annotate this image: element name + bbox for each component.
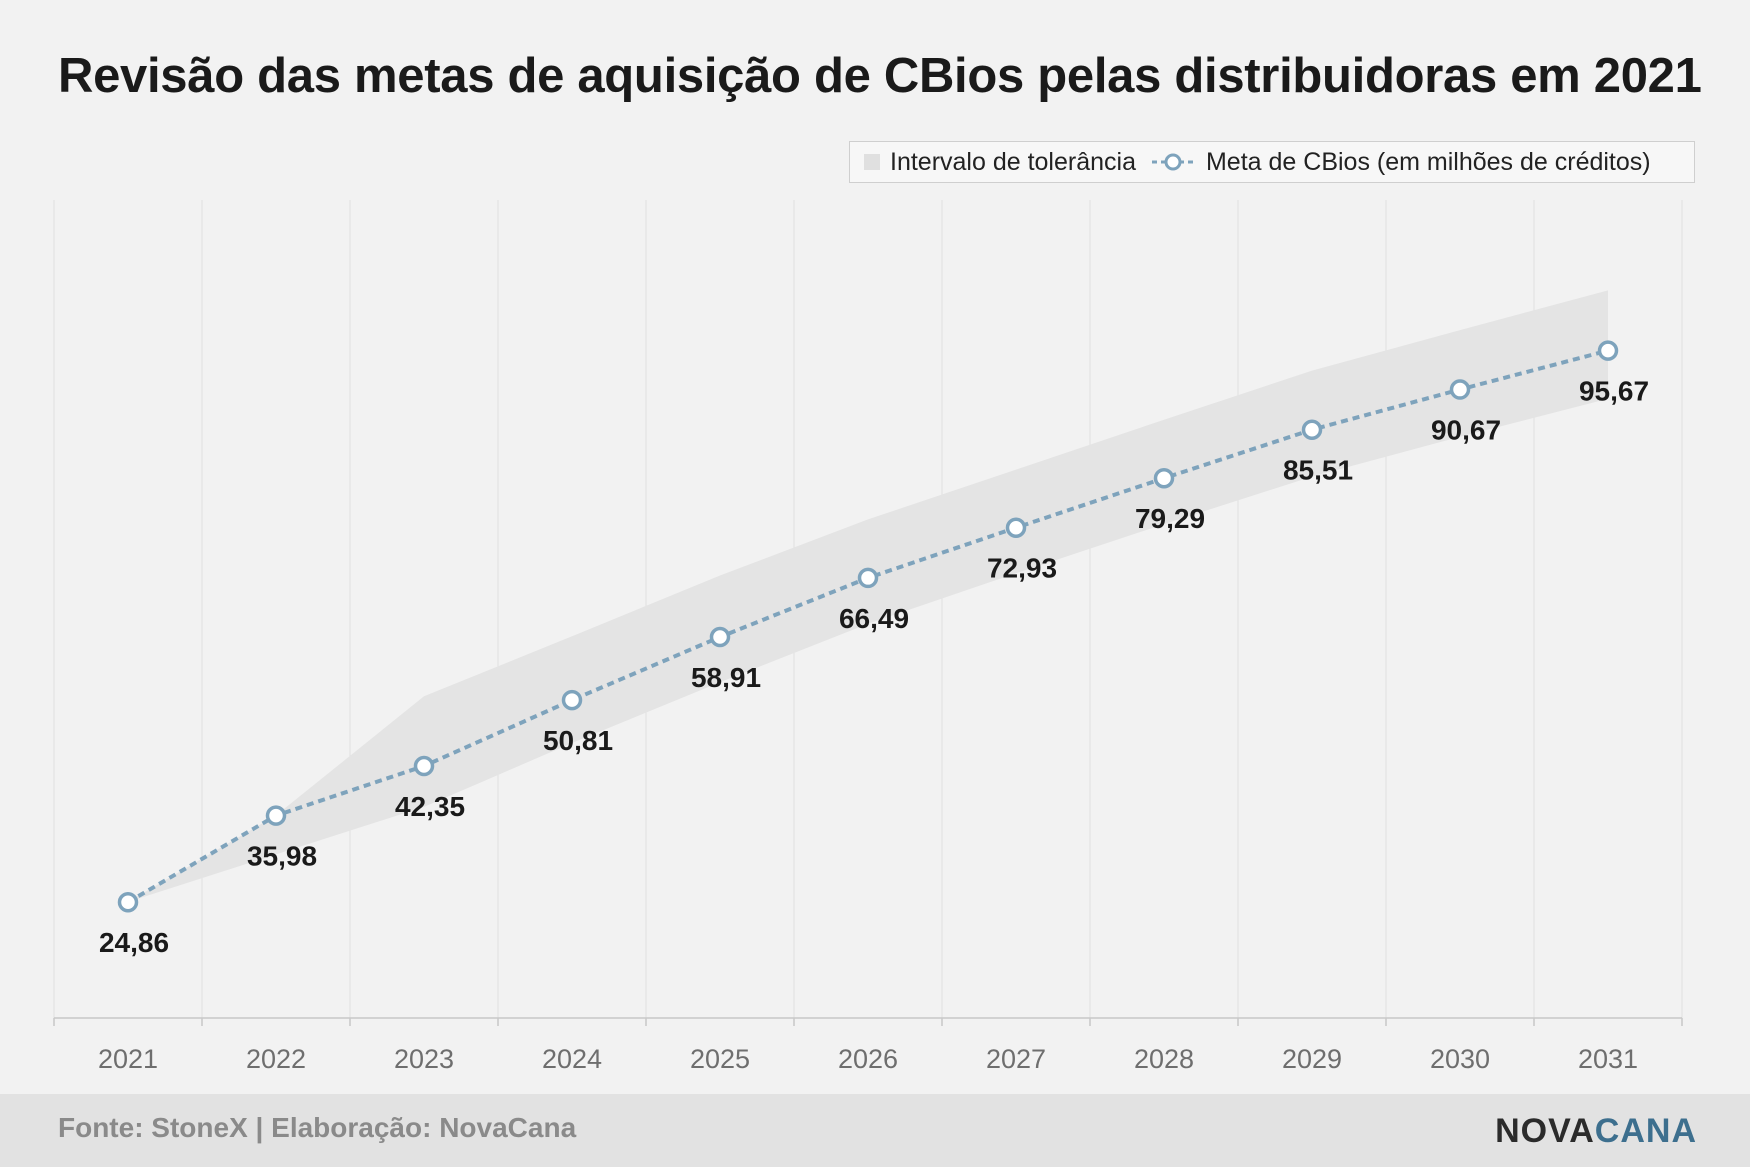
footer: Fonte: StoneX | Elaboração: NovaCana NOV… bbox=[0, 1094, 1750, 1167]
data-label: 24,86 bbox=[99, 927, 169, 958]
x-tick-label: 2023 bbox=[394, 1044, 454, 1074]
x-tick-label: 2030 bbox=[1430, 1044, 1490, 1074]
data-point bbox=[265, 805, 287, 826]
data-label: 90,67 bbox=[1431, 415, 1501, 446]
x-tick-label: 2028 bbox=[1134, 1044, 1194, 1074]
data-point bbox=[1597, 340, 1619, 361]
data-point bbox=[1449, 379, 1471, 400]
brand-part2: CANA bbox=[1594, 1112, 1697, 1150]
data-label: 79,29 bbox=[1135, 503, 1205, 534]
x-tick-label: 2026 bbox=[838, 1044, 898, 1074]
data-point bbox=[1153, 467, 1175, 489]
x-tick-label: 2021 bbox=[98, 1044, 158, 1074]
data-point bbox=[561, 689, 583, 711]
legend-line-label: Meta de CBios (em milhões de créditos) bbox=[1205, 147, 1651, 176]
x-tick-label: 2022 bbox=[246, 1044, 306, 1074]
data-label: 66,49 bbox=[839, 603, 909, 634]
source-note: Fonte: StoneX | Elaboração: NovaCana bbox=[58, 1112, 577, 1143]
data-label: 42,35 bbox=[395, 791, 465, 822]
line-chart: 2021 2022 2023 2024 2025 2026 2027 2028 2029 2030… bbox=[53, 200, 1683, 1074]
x-tick-label: 2027 bbox=[986, 1044, 1046, 1074]
data-label: 85,51 bbox=[1283, 455, 1353, 486]
series-layer bbox=[117, 340, 1619, 913]
data-labels: 24,86 35,98 42,35 50,81 58,91 66,49 72,93 79,29… bbox=[99, 376, 1649, 959]
x-axis: 2021 2022 2023 2024 2025 2026 2027 2028 2029 2030… bbox=[53, 1017, 1683, 1074]
legend: Intervalo de tolerância Meta de CBios (e… bbox=[849, 141, 1695, 183]
x-tick-label: 2031 bbox=[1578, 1044, 1638, 1074]
band-swatch bbox=[864, 154, 880, 170]
brand-part1: NOVA bbox=[1495, 1112, 1595, 1150]
data-point bbox=[857, 567, 879, 589]
brand-logo: NOVACANA bbox=[1495, 1112, 1697, 1151]
data-label: 50,81 bbox=[543, 725, 613, 756]
data-label: 58,91 bbox=[691, 662, 761, 693]
line-key-icon bbox=[1151, 153, 1194, 171]
data-point bbox=[1005, 517, 1027, 538]
x-tick-label: 2025 bbox=[690, 1044, 750, 1074]
x-tick-label: 2029 bbox=[1282, 1044, 1342, 1074]
tolerance-band-layer bbox=[128, 290, 1608, 902]
tolerance-band bbox=[128, 290, 1608, 902]
data-label: 35,98 bbox=[247, 841, 317, 872]
x-tick-label: 2024 bbox=[542, 1044, 602, 1074]
data-label: 72,93 bbox=[987, 553, 1057, 584]
data-point bbox=[1301, 419, 1323, 440]
data-label: 95,67 bbox=[1579, 376, 1649, 407]
legend-band-label: Intervalo de tolerância bbox=[890, 147, 1136, 176]
chart-title: Revisão das metas de aquisição de CBios … bbox=[58, 49, 1702, 103]
data-point bbox=[117, 891, 139, 913]
data-point bbox=[413, 755, 435, 777]
data-point bbox=[709, 626, 731, 648]
